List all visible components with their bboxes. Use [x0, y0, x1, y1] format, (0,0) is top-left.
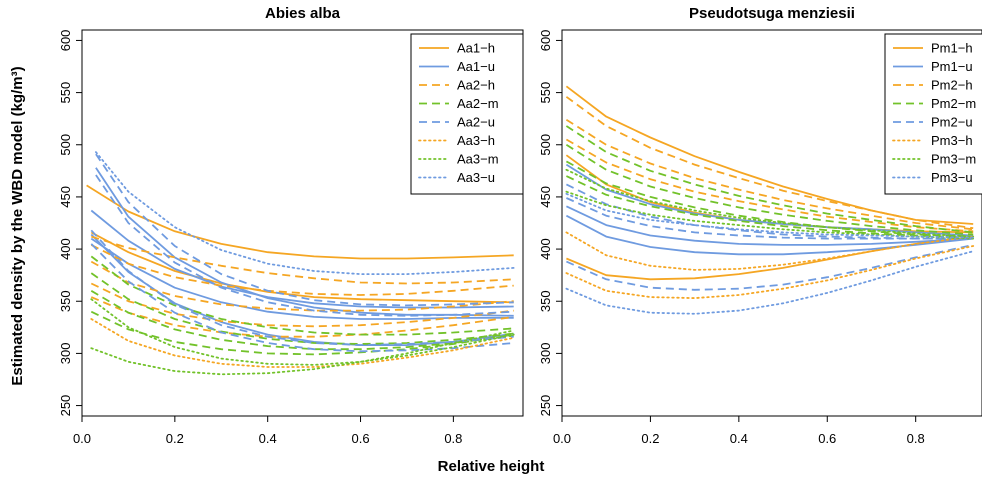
panel-2: Pseudotsuga menziesii 0.0 0.2 0.4 0.6 0.8 250 3… — [538, 5, 982, 446]
y-tick-label: 400 — [538, 238, 553, 260]
legend-label: Pm1−h — [931, 41, 973, 56]
panel-title: Abies alba — [265, 5, 341, 22]
legend-label: Pm3−h — [931, 133, 973, 148]
series-line — [90, 318, 515, 368]
series-line — [90, 310, 514, 356]
y-tick-label: 250 — [58, 395, 73, 417]
series-line — [95, 151, 515, 276]
series-line — [565, 231, 975, 271]
x-axis-label: Relative height — [438, 458, 545, 475]
y-tick-label: 550 — [58, 82, 73, 104]
y-tick-label: 500 — [538, 134, 553, 156]
series-line — [90, 237, 514, 320]
legend-label: Aa1−h — [457, 41, 495, 56]
series-line — [565, 118, 974, 231]
series-line — [565, 160, 974, 238]
y-tick-label: 450 — [58, 186, 73, 208]
series-line — [565, 250, 975, 315]
legend-label: Aa3−h — [457, 133, 495, 148]
series-line — [90, 298, 515, 366]
legend-box — [410, 33, 524, 195]
y-tick-label: 500 — [58, 134, 73, 156]
series-line — [95, 174, 514, 317]
series-line — [565, 96, 974, 230]
legend-label: Pm3−u — [931, 170, 973, 185]
x-tick-label: 0.8 — [444, 431, 462, 446]
x-tick-label: 0.4 — [259, 431, 277, 446]
legend-label: Pm1−u — [931, 59, 973, 74]
legend-label: Pm2−m — [931, 96, 976, 111]
y-tick-label: 450 — [538, 186, 553, 208]
panels: Abies alba 0.0 0.2 0.4 0.6 0.8 250 300 350 400 450… — [58, 5, 982, 446]
y-tick-label: 350 — [538, 290, 553, 312]
series-line — [95, 153, 514, 307]
series-lines — [565, 85, 975, 315]
legend: Pm1−h Pm1−u Pm2−h Pm2−m Pm2−u Pm3−h Pm3−m Pm3−u — [884, 33, 982, 195]
series-line — [566, 244, 974, 291]
series-line — [90, 229, 514, 347]
series-line — [565, 144, 974, 236]
y-tick-label: 350 — [58, 290, 73, 312]
series-line — [90, 329, 515, 376]
y-tick-label: 550 — [538, 82, 553, 104]
series-line — [86, 184, 514, 260]
y-tick-label: 600 — [538, 30, 553, 52]
plot-frame — [561, 29, 982, 417]
series-line — [566, 205, 974, 246]
series-line — [565, 168, 975, 238]
series-line — [565, 245, 975, 300]
panel-title: Pseudotsuga menziesii — [689, 5, 855, 22]
series-line — [566, 197, 974, 240]
y-tick-label: 600 — [58, 30, 73, 52]
x-tick-label: 0.2 — [166, 431, 184, 446]
series-line — [566, 175, 974, 239]
x-tick-label: 0.6 — [818, 431, 836, 446]
legend-label: Aa1−u — [457, 59, 495, 74]
legend-label: Pm2−h — [931, 78, 973, 93]
y-axis-label: Estimated density by the WBD model (kg/m… — [9, 66, 26, 385]
series-line — [565, 138, 974, 233]
y-tick-label: 300 — [538, 343, 553, 365]
x-tick-label: 0.4 — [730, 431, 748, 446]
panel-1: Abies alba 0.0 0.2 0.4 0.6 0.8 250 300 350 400 450… — [58, 5, 524, 446]
series-line — [91, 235, 514, 285]
series-line — [90, 244, 514, 296]
series-line — [565, 163, 974, 237]
x-tick-label: 0.2 — [641, 431, 659, 446]
legend-label: Aa3−m — [457, 152, 499, 167]
legend-label: Pm3−m — [931, 152, 976, 167]
series-line — [90, 282, 514, 328]
legend-label: Aa3−u — [457, 170, 495, 185]
x-tick-label: 0.6 — [351, 431, 369, 446]
series-line — [90, 272, 514, 345]
legend: Aa1−h Aa1−u Aa2−h Aa2−m Aa2−u Aa3−h Aa3−m Aa3−u — [410, 33, 524, 195]
legend-label: Aa2−h — [457, 78, 495, 93]
series-line — [565, 192, 975, 239]
series-line — [90, 231, 514, 304]
series-line — [90, 290, 514, 351]
legend-label: Pm2−u — [931, 115, 973, 130]
x-tick-label: 0.8 — [907, 431, 925, 446]
series-line — [90, 260, 514, 312]
y-tick-label: 250 — [538, 395, 553, 417]
y-tick-label: 300 — [58, 343, 73, 365]
series-lines — [86, 151, 515, 376]
y-tick-label: 400 — [58, 238, 73, 260]
series-line — [90, 296, 514, 338]
x-tick-label: 0.0 — [553, 431, 571, 446]
legend-label: Aa2−u — [457, 115, 495, 130]
series-line — [90, 209, 514, 309]
x-tick-label: 0.0 — [73, 431, 91, 446]
series-line — [565, 125, 974, 234]
legend-box — [884, 33, 982, 195]
series-line — [90, 255, 514, 336]
series-line — [90, 243, 514, 353]
legend-label: Aa2−m — [457, 96, 499, 111]
plot-frame — [81, 29, 524, 417]
